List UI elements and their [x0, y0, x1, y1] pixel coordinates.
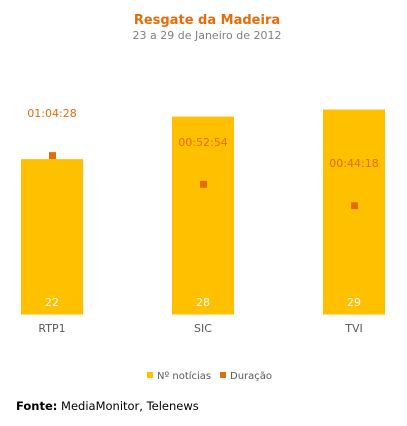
bar-value-label: 28	[196, 296, 210, 309]
chart: Resgate da Madeira 23 a 29 de Janeiro de…	[21, 13, 385, 382]
bar-value-label: 29	[347, 296, 361, 309]
bar-tvi	[323, 109, 385, 315]
legend: Nº notícias Duração	[147, 370, 272, 382]
source-text: MediaMonitor, Telenews	[57, 399, 199, 413]
bar-rtp1	[21, 159, 83, 315]
bar-sic	[172, 116, 234, 315]
source-note: Fonte: MediaMonitor, Telenews	[16, 399, 199, 413]
category-label-tvi: TVI	[344, 322, 363, 335]
category-label-rtp1: RTP1	[38, 322, 65, 335]
chart-subtitle: 23 a 29 de Janeiro de 2012	[133, 29, 282, 42]
plot-area: 22 RTP1 01:04:28 28 SIC 00:52:54 29 TVI 00:44:18	[21, 107, 385, 335]
duration-marker-rtp1	[49, 152, 56, 160]
legend-label-bar: Nº notícias	[157, 370, 211, 382]
duration-marker-tvi	[351, 202, 358, 210]
category-label-sic: SIC	[194, 322, 212, 335]
legend-swatch-bar	[147, 372, 153, 378]
duration-label-rtp1: 01:04:28	[27, 107, 76, 120]
legend-label-marker: Duração	[230, 371, 272, 382]
chart-title: Resgate da Madeira	[134, 13, 280, 28]
source-label: Fonte:	[16, 399, 58, 413]
duration-label-tvi: 00:44:18	[329, 157, 378, 170]
bar-value-label: 22	[45, 296, 59, 309]
legend-swatch-marker	[220, 372, 226, 378]
duration-marker-sic	[200, 180, 207, 188]
duration-label-sic: 00:52:54	[178, 136, 227, 149]
